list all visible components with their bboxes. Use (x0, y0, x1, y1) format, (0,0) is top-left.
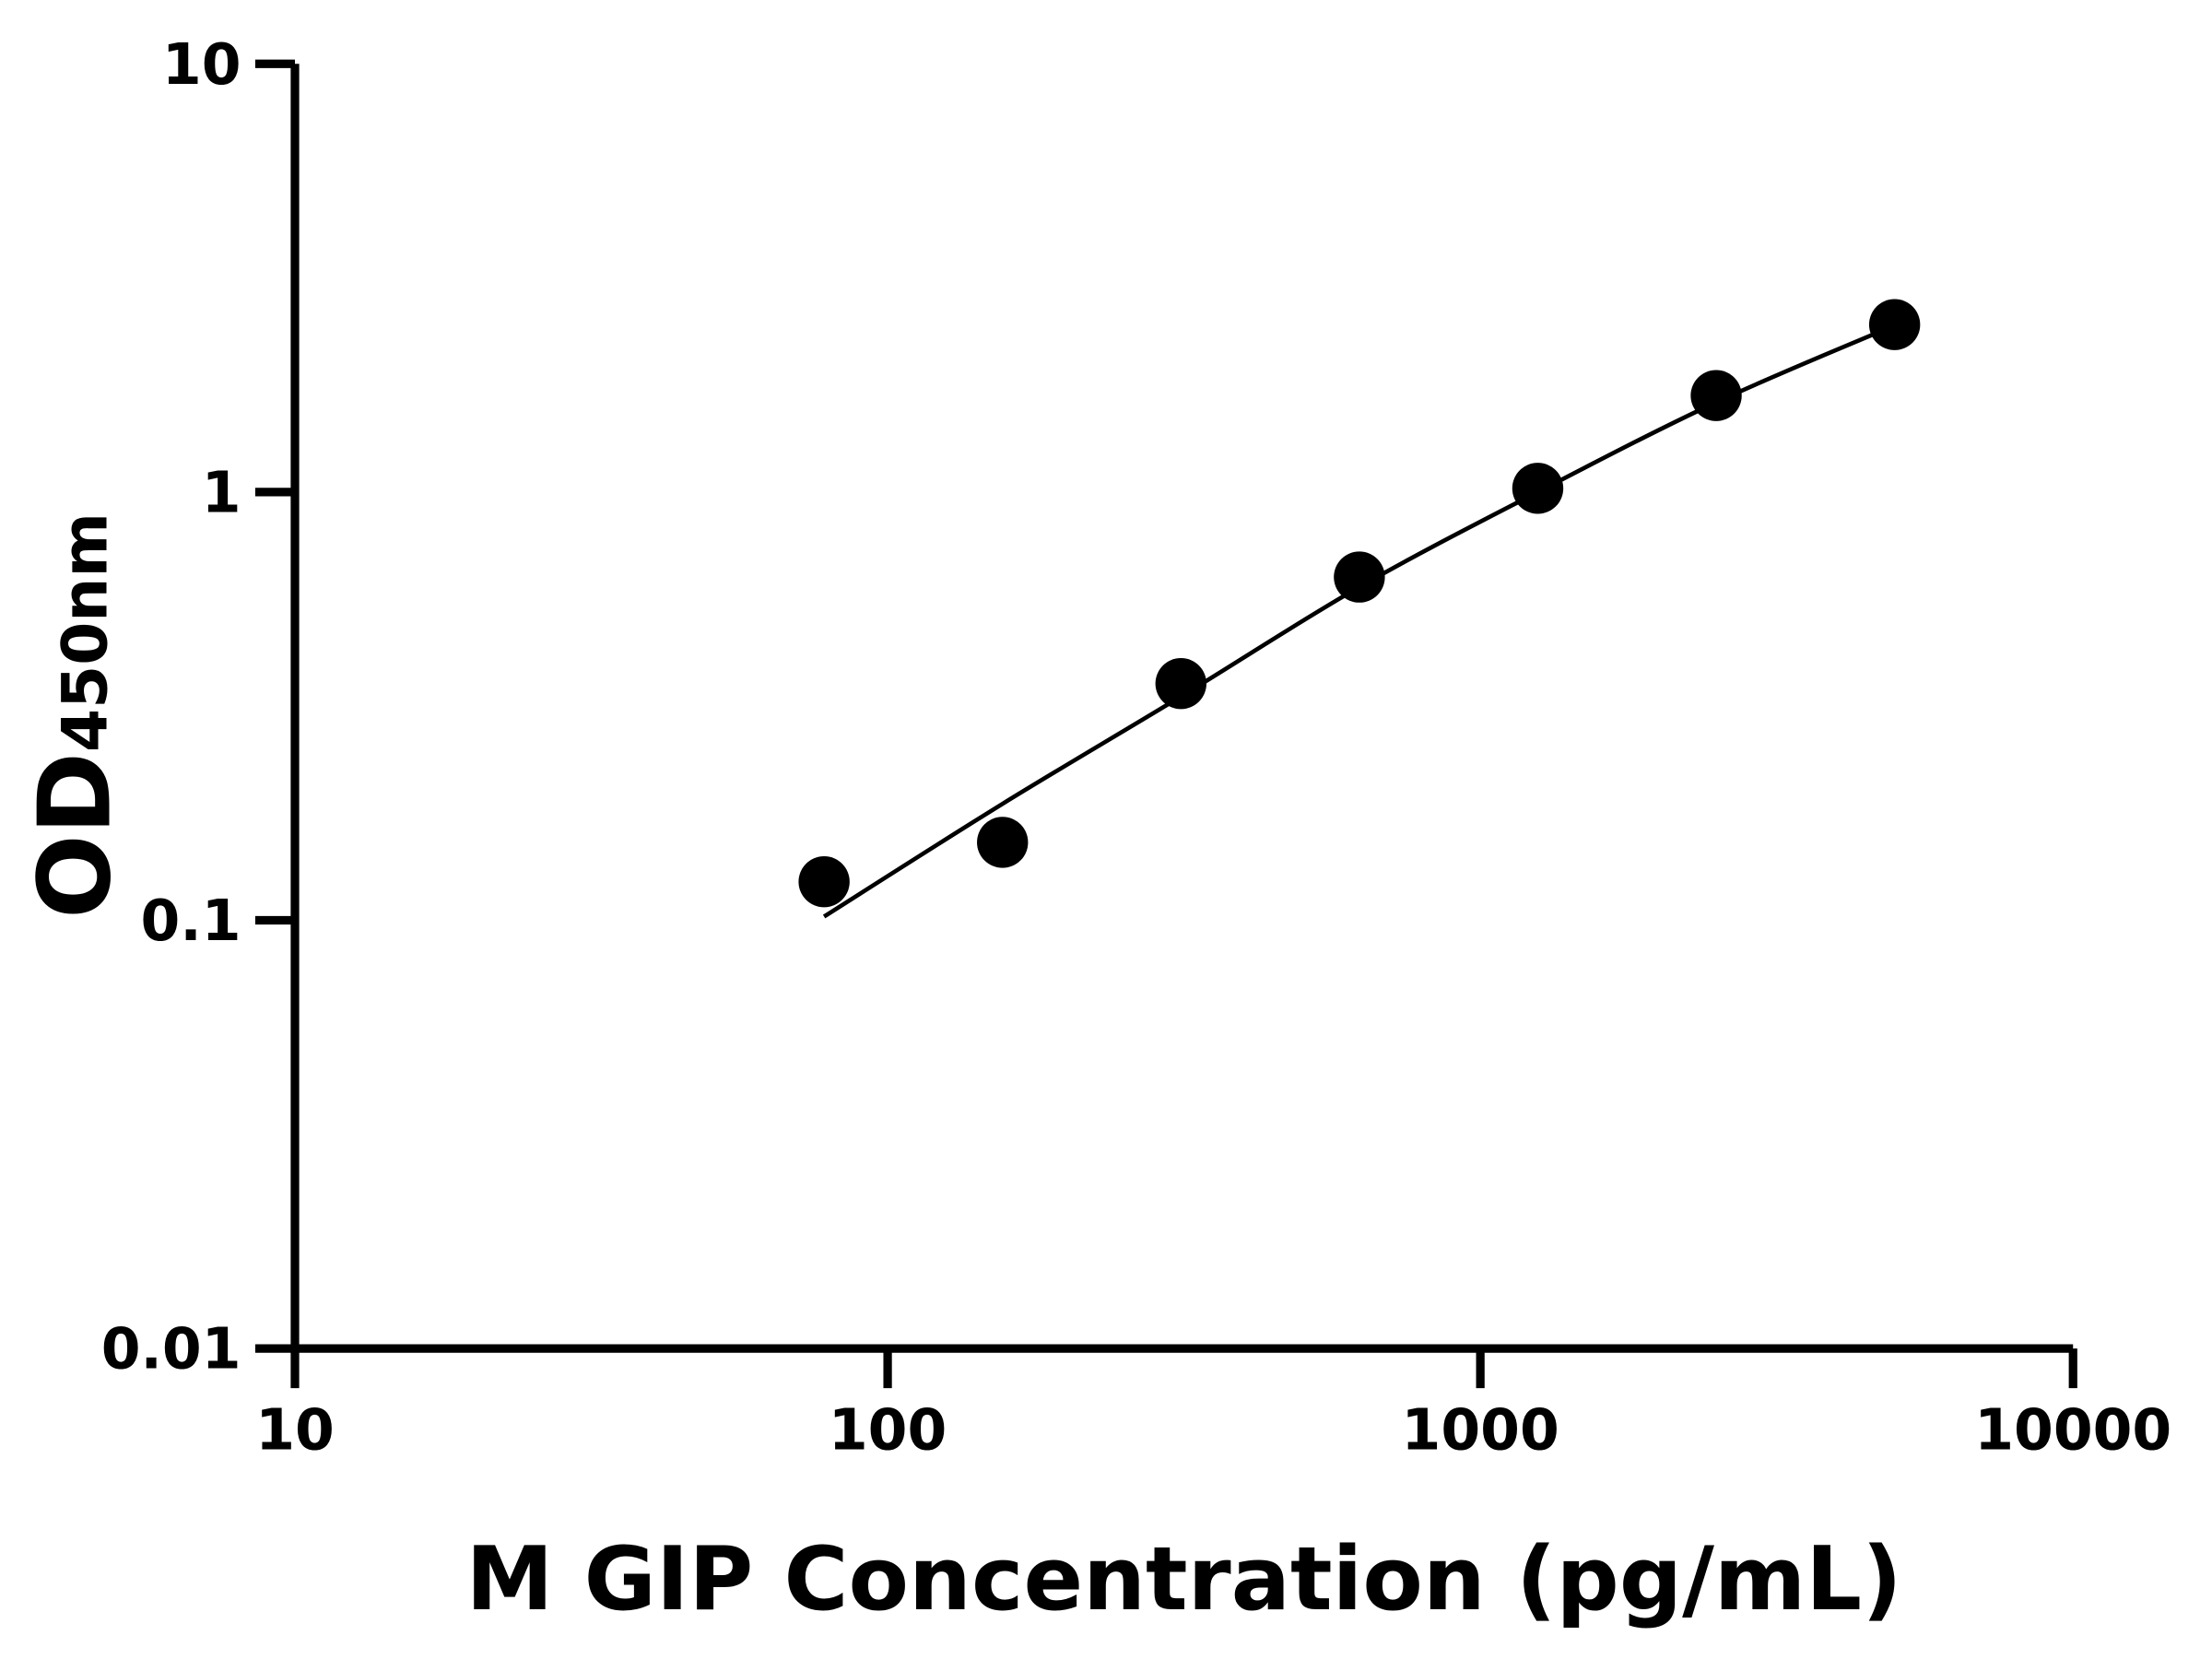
x-tick-label: 10000 (1974, 1396, 2171, 1463)
x-tick-label: 1000 (1402, 1396, 1559, 1463)
data-point (1334, 551, 1385, 603)
y-tick-label: 10 (162, 31, 241, 98)
data-point (798, 855, 850, 908)
data-point (1690, 370, 1742, 421)
data-point (977, 817, 1029, 868)
y-axis-label-subscript: 450nm (48, 512, 121, 752)
y-axis-label-main: OD (18, 752, 133, 919)
y-axis-label: OD450nm (18, 512, 133, 919)
data-points (798, 299, 1921, 908)
y-tick-label: 0.01 (101, 1316, 241, 1382)
x-tick-label: 100 (829, 1396, 947, 1463)
y-tick-label: 1 (202, 459, 241, 525)
tick-labels: 10 100 1000 10000 0.01 0.1 1 10 (101, 31, 2171, 1464)
y-tick-label: 0.1 (141, 888, 241, 954)
x-tick-label: 10 (255, 1396, 335, 1463)
axes (254, 59, 2077, 1389)
x-axis-label: M GIP Concentration (pg/mL) (466, 1528, 1902, 1630)
data-point (1512, 463, 1564, 514)
data-point (1868, 299, 1921, 350)
data-point (1155, 657, 1206, 710)
